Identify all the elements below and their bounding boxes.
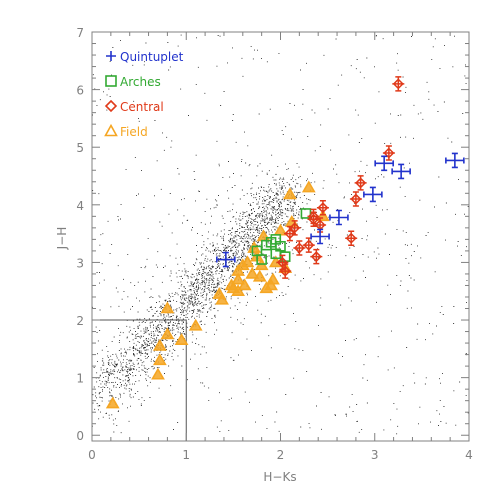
field-point	[215, 292, 229, 305]
y-tick-label: 2	[76, 314, 84, 328]
field-point	[105, 396, 120, 409]
central-point	[293, 240, 306, 256]
field-point	[240, 255, 255, 268]
x-tick-label: 0	[88, 448, 96, 462]
y-tick-label: 7	[76, 26, 84, 40]
legend-square-icon	[105, 75, 117, 87]
legend-diamond-icon	[104, 99, 118, 113]
field-point	[231, 272, 245, 285]
field-point	[266, 272, 280, 285]
central-point	[316, 199, 329, 216]
x-axis-title: H−Ks	[263, 470, 296, 484]
legend-label: Field	[120, 125, 148, 139]
field-point	[152, 338, 167, 351]
y-tick-label: 4	[76, 199, 84, 213]
field-point	[152, 353, 167, 366]
field-point	[224, 278, 239, 291]
central-point	[288, 220, 301, 236]
central-point	[302, 237, 315, 253]
legend-label: Central	[120, 100, 164, 114]
field-point	[247, 240, 261, 253]
data-series	[105, 76, 465, 409]
quintuplet-point	[216, 251, 236, 268]
central-point	[349, 191, 362, 207]
central-point	[354, 175, 367, 191]
field-point	[301, 180, 316, 193]
field-point	[151, 367, 165, 380]
y-axis-title: J−H	[55, 227, 69, 251]
series-quintuplet	[216, 152, 465, 268]
series-central	[276, 76, 405, 279]
quintuplet-point	[391, 163, 411, 180]
field-point	[283, 187, 297, 200]
quintuplet-point	[363, 186, 383, 203]
field-point	[188, 318, 203, 331]
y-tick-label: 3	[76, 256, 84, 270]
y-axis-ticks: 0 1 2 3 4 5 6 7	[76, 26, 469, 443]
legend-triangle-icon	[104, 123, 118, 137]
central-point	[310, 248, 323, 265]
field-point	[264, 278, 278, 291]
field-point	[231, 284, 245, 297]
x-tick-label: 2	[277, 448, 285, 462]
x-axis-ticks: 0 1 2 3 4	[88, 32, 473, 462]
field-point	[160, 327, 175, 340]
legend-plus-icon	[106, 51, 116, 61]
field-point	[160, 301, 175, 314]
quintuplet-point	[445, 152, 465, 169]
legend-label: Arches	[120, 75, 161, 89]
quintuplet-point	[374, 155, 394, 172]
arches-point	[256, 254, 267, 265]
selection-box	[92, 319, 187, 441]
series-arches	[251, 208, 312, 265]
y-tick-label: 6	[76, 84, 84, 98]
legend: Quintuplet Arches Central Field	[104, 50, 184, 139]
central-point	[283, 225, 296, 242]
field-point	[237, 278, 252, 291]
x-tick-label: 1	[182, 448, 190, 462]
legend-label: Quintuplet	[120, 50, 184, 64]
arches-point	[300, 208, 312, 219]
field-point	[256, 229, 271, 242]
central-point	[279, 263, 292, 279]
field-point	[174, 333, 189, 345]
series-field	[105, 180, 330, 409]
quintuplet-point	[329, 209, 349, 226]
central-point	[345, 230, 358, 246]
x-tick-label: 3	[371, 448, 379, 462]
field-point	[245, 266, 260, 279]
field-point	[252, 269, 267, 282]
central-point	[382, 145, 395, 161]
y-tick-label: 0	[76, 429, 84, 443]
quintuplet-point	[310, 228, 330, 245]
central-point	[392, 76, 405, 92]
y-tick-label: 5	[76, 141, 84, 155]
y-tick-label: 1	[76, 372, 84, 386]
x-tick-label: 4	[465, 448, 473, 462]
central-point	[307, 208, 320, 225]
